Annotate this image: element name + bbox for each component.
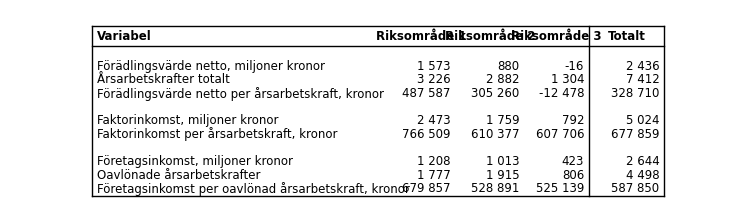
Text: -16: -16 [565,60,584,73]
Text: 587 850: 587 850 [612,182,660,196]
Text: 607 706: 607 706 [536,128,584,141]
Text: 1 208: 1 208 [418,155,451,168]
Text: 2 882: 2 882 [486,73,520,86]
Text: Totalt: Totalt [607,30,646,43]
Text: 1 013: 1 013 [486,155,520,168]
Text: 2 473: 2 473 [417,114,451,127]
Text: -12 478: -12 478 [539,87,584,100]
Text: Årsarbetskrafter totalt: Årsarbetskrafter totalt [97,73,230,86]
Text: Företagsinkomst per oavlönad årsarbetskraft, kronor: Företagsinkomst per oavlönad årsarbetskr… [97,182,410,196]
Text: 487 587: 487 587 [402,87,451,100]
Text: 2 644: 2 644 [626,155,660,168]
Text: 7 412: 7 412 [626,73,660,86]
Text: 880: 880 [497,60,520,73]
Text: 423: 423 [562,155,584,168]
Text: 677 859: 677 859 [611,128,660,141]
Text: Riksområde 2: Riksområde 2 [444,30,535,43]
Text: Riksområde 1: Riksområde 1 [376,30,466,43]
Text: 2 436: 2 436 [626,60,660,73]
Text: Riksområde 3: Riksområde 3 [511,30,601,43]
Text: 1 915: 1 915 [486,169,520,182]
Text: Faktorinkomst, miljoner kronor: Faktorinkomst, miljoner kronor [97,114,278,127]
Text: 1 777: 1 777 [417,169,451,182]
Text: 525 139: 525 139 [536,182,584,196]
Text: Företagsinkomst, miljoner kronor: Företagsinkomst, miljoner kronor [97,155,293,168]
Text: Oavlönade årsarbetskrafter: Oavlönade årsarbetskrafter [97,169,261,182]
Text: Förädlingsvärde netto, miljoner kronor: Förädlingsvärde netto, miljoner kronor [97,60,325,73]
Text: 610 377: 610 377 [471,128,520,141]
Text: Faktorinkomst per årsarbetskraft, kronor: Faktorinkomst per årsarbetskraft, kronor [97,127,337,141]
Text: 4 498: 4 498 [626,169,660,182]
Text: 766 509: 766 509 [402,128,451,141]
Text: 5 024: 5 024 [626,114,660,127]
Text: 305 260: 305 260 [472,87,520,100]
Text: 1 573: 1 573 [418,60,451,73]
Text: 1 759: 1 759 [486,114,520,127]
Text: Förädlingsvärde netto per årsarbetskraft, kronor: Förädlingsvärde netto per årsarbetskraft… [97,87,384,101]
Text: 328 710: 328 710 [611,87,660,100]
Text: Variabel: Variabel [97,30,151,43]
Text: 792: 792 [562,114,584,127]
Text: 528 891: 528 891 [471,182,520,196]
Text: 3 226: 3 226 [417,73,451,86]
Text: 679 857: 679 857 [402,182,451,196]
Text: 806: 806 [562,169,584,182]
Text: 1 304: 1 304 [551,73,584,86]
